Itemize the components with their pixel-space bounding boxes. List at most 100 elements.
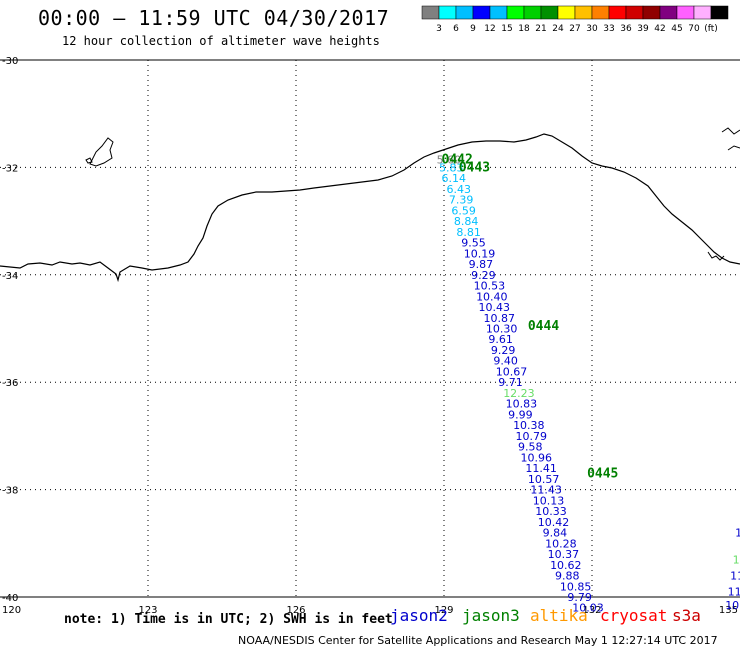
units-note: note: 1) Time is in UTC; 2) SWH is in fe… — [64, 612, 393, 627]
jason2-track-labels: 5.605.836.146.437.396.598.848.819.5510.1… — [437, 153, 604, 614]
swh-value: 8.84 — [454, 215, 479, 228]
swh-value: 10.67 — [496, 365, 528, 378]
pass-time-label: 0443 — [459, 160, 490, 175]
swh-value: 9.29 — [471, 269, 496, 282]
lon-tick-label: 120 — [2, 605, 21, 616]
recherche-island — [85, 137, 114, 167]
swh-value: 9.87 — [469, 258, 494, 271]
colorbar-swatch — [455, 5, 474, 20]
swh-value: 7.39 — [449, 194, 474, 207]
colorbar-label: 15 — [501, 24, 512, 34]
lon-tick-label: 132 — [582, 605, 601, 616]
swh-value: 6.14 — [442, 172, 467, 185]
swh-value: 9.71 — [498, 376, 523, 389]
swh-value: 9.55 — [461, 237, 486, 250]
swh-value: 1 — [735, 527, 740, 540]
swh-value: 9.61 — [488, 333, 513, 346]
credit-line: NOAA/NESDIS Center for Satellite Applica… — [238, 634, 718, 647]
chart-title: 00:00 – 11:59 UTC 04/30/2017 — [38, 6, 390, 30]
colorbar-label: 27 — [569, 24, 580, 34]
lat-tick-label: -30 — [2, 56, 18, 67]
swh-value: 10.96 — [520, 451, 552, 464]
edge-track-labels: 1 12 11.0 11.410.69 — [725, 527, 740, 612]
pass-time-label: 0445 — [587, 466, 618, 481]
swh-value: 9.84 — [543, 527, 568, 540]
chart-subtitle: 12 hour collection of altimeter wave hei… — [62, 34, 380, 48]
colorbar-label: 21 — [535, 24, 546, 34]
colorbar-label: 9 — [470, 24, 476, 34]
colorbar-label: 12 — [484, 24, 495, 34]
swh-value: 10.87 — [483, 312, 515, 325]
colorbar-swatch — [557, 5, 576, 20]
legend-altika: altika — [530, 606, 588, 625]
swh-value: 5.83 — [439, 161, 464, 174]
coastline-australia — [0, 127, 740, 283]
colorbar-swatch — [506, 5, 525, 20]
swh-value: 10.13 — [533, 494, 565, 507]
swh-value: 12.23 — [503, 387, 535, 400]
swh-value: 10.53 — [474, 280, 506, 293]
swh-value: 9.99 — [508, 408, 532, 421]
colorbar-swatch — [472, 5, 491, 20]
pass-time-label: 0444 — [528, 319, 559, 334]
colorbar-swatch — [591, 5, 610, 20]
swh-value: 10.43 — [479, 301, 511, 314]
legend-jason3: jason3 — [462, 606, 520, 625]
swh-value: 8.81 — [456, 226, 481, 239]
lon-tick-label: 129 — [434, 605, 453, 616]
swh-value: 10.79 — [516, 430, 548, 443]
lat-tick-label: -32 — [2, 163, 18, 174]
colorbar-swatch — [540, 5, 559, 20]
swh-value: 11.4 — [728, 586, 740, 599]
colorbar-label: 42 — [654, 24, 665, 34]
swh-value: 10.69 — [725, 599, 740, 612]
lat-tick-label: -38 — [2, 486, 18, 497]
lon-tick-label: 135 — [719, 605, 738, 616]
colorbar-swatch — [710, 5, 729, 20]
swh-value: 9.58 — [518, 441, 543, 454]
colorbar-swatch — [676, 5, 695, 20]
colorbar-swatch — [642, 5, 661, 20]
swh-value: 10.30 — [486, 323, 518, 336]
map-frame — [0, 59, 740, 598]
swh-value: 11.41 — [525, 462, 557, 475]
colorbar-swatch — [438, 5, 457, 20]
swh-value: 5.60 — [437, 153, 462, 166]
swh-value: 10.42 — [538, 516, 570, 529]
swh-value: 11.0 — [730, 570, 740, 583]
swh-value: 10.85 — [560, 580, 592, 593]
swh-value: 11.43 — [530, 484, 562, 497]
colorbar: 3 6 9 12 15 18 21 24 27 30 33 36 39 42 45 70 (ft) — [421, 5, 729, 34]
colorbar-swatch — [421, 5, 440, 20]
colorbar-label: (ft) — [704, 24, 718, 34]
legend-cryosat: cryosat — [600, 606, 668, 625]
colorbar-swatch — [625, 5, 644, 20]
lat-tick-label: -36 — [2, 378, 18, 389]
lat-tick-label: -34 — [2, 271, 18, 282]
swh-value: 10.19 — [464, 247, 496, 260]
swh-value: 12 — [733, 553, 740, 566]
colorbar-label: 33 — [603, 24, 614, 34]
swh-value: 10.62 — [550, 559, 582, 572]
swh-value: 10.03 — [572, 602, 604, 615]
colorbar-swatch — [659, 5, 678, 20]
swh-value: 10.40 — [476, 290, 508, 303]
lat-tick-label: -40 — [2, 593, 18, 604]
colorbar-label: 36 — [620, 24, 632, 34]
swh-value: 9.88 — [555, 570, 580, 583]
swh-value: 9.29 — [491, 344, 516, 357]
lon-tick-label: 126 — [286, 605, 305, 616]
colorbar-label: 45 — [671, 24, 682, 34]
swh-value: 10.28 — [545, 537, 577, 550]
colorbar-swatch — [523, 5, 542, 20]
legend-s3a: s3a — [672, 606, 701, 625]
swh-value: 9.40 — [493, 355, 518, 368]
lon-tick-label: 123 — [138, 605, 157, 616]
colorbar-swatch — [608, 5, 627, 20]
colorbar-label: 18 — [518, 24, 530, 34]
colorbar-label: 70 — [688, 24, 700, 34]
swh-value: 10.37 — [548, 548, 580, 561]
